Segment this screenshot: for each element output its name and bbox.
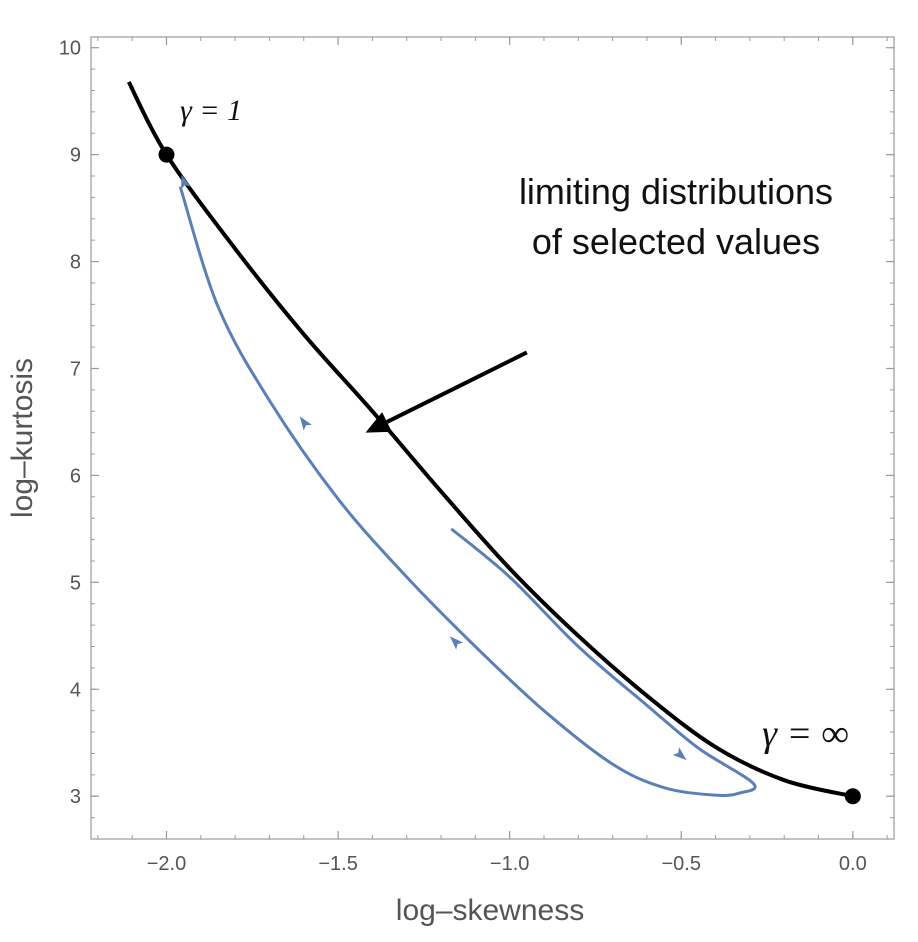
x-tick-label: −1.0 (490, 853, 529, 875)
markers (158, 146, 861, 805)
y-axis-ticks: 3 4 5 6 7 8 9 10 (59, 38, 894, 819)
y-tick-label: 7 (70, 358, 81, 380)
y-tick-label: 10 (59, 38, 81, 60)
trajectory-arrows (180, 174, 687, 761)
x-tick-label: −2.0 (147, 853, 186, 875)
annotation-arrow-head (365, 412, 392, 433)
trajectory-arrowhead (672, 747, 687, 761)
y-tick-label: 3 (70, 786, 81, 808)
x-axis-title: log–skewness (396, 894, 584, 927)
annotation-line-2: of selected values (532, 221, 820, 262)
gamma-infinity-label: γ = ∞ (762, 713, 849, 755)
y-tick-label: 5 (70, 572, 81, 594)
endpoint-marker (158, 146, 175, 163)
annotation-arrow (365, 350, 528, 433)
y-tick-label: 8 (70, 252, 81, 274)
trajectory-arrowhead (449, 636, 464, 650)
trajectory-arrowhead (180, 174, 191, 190)
x-tick-label: −0.5 (661, 853, 700, 875)
limiting-distribution-curve (126, 80, 854, 799)
gamma-one-label: γ = 1 (180, 94, 242, 127)
x-tick-label: −1.5 (318, 853, 357, 875)
x-axis-ticks: −2.0 −1.5 −1.0 −0.5 0.0 (97, 37, 888, 875)
y-axis-title: log–kurtosis (6, 358, 39, 518)
annotation-line-1: limiting distributions (519, 171, 833, 212)
y-tick-label: 4 (70, 679, 81, 701)
trajectory-curve (178, 186, 757, 797)
plot-frame (90, 36, 895, 840)
endpoint-marker (844, 788, 861, 805)
y-tick-label: 9 (70, 145, 81, 167)
y-tick-label: 6 (70, 465, 81, 487)
annotation-arrow-shaft (386, 350, 528, 424)
x-tick-label: 0.0 (839, 853, 867, 875)
trajectory-arrowhead (299, 416, 312, 431)
